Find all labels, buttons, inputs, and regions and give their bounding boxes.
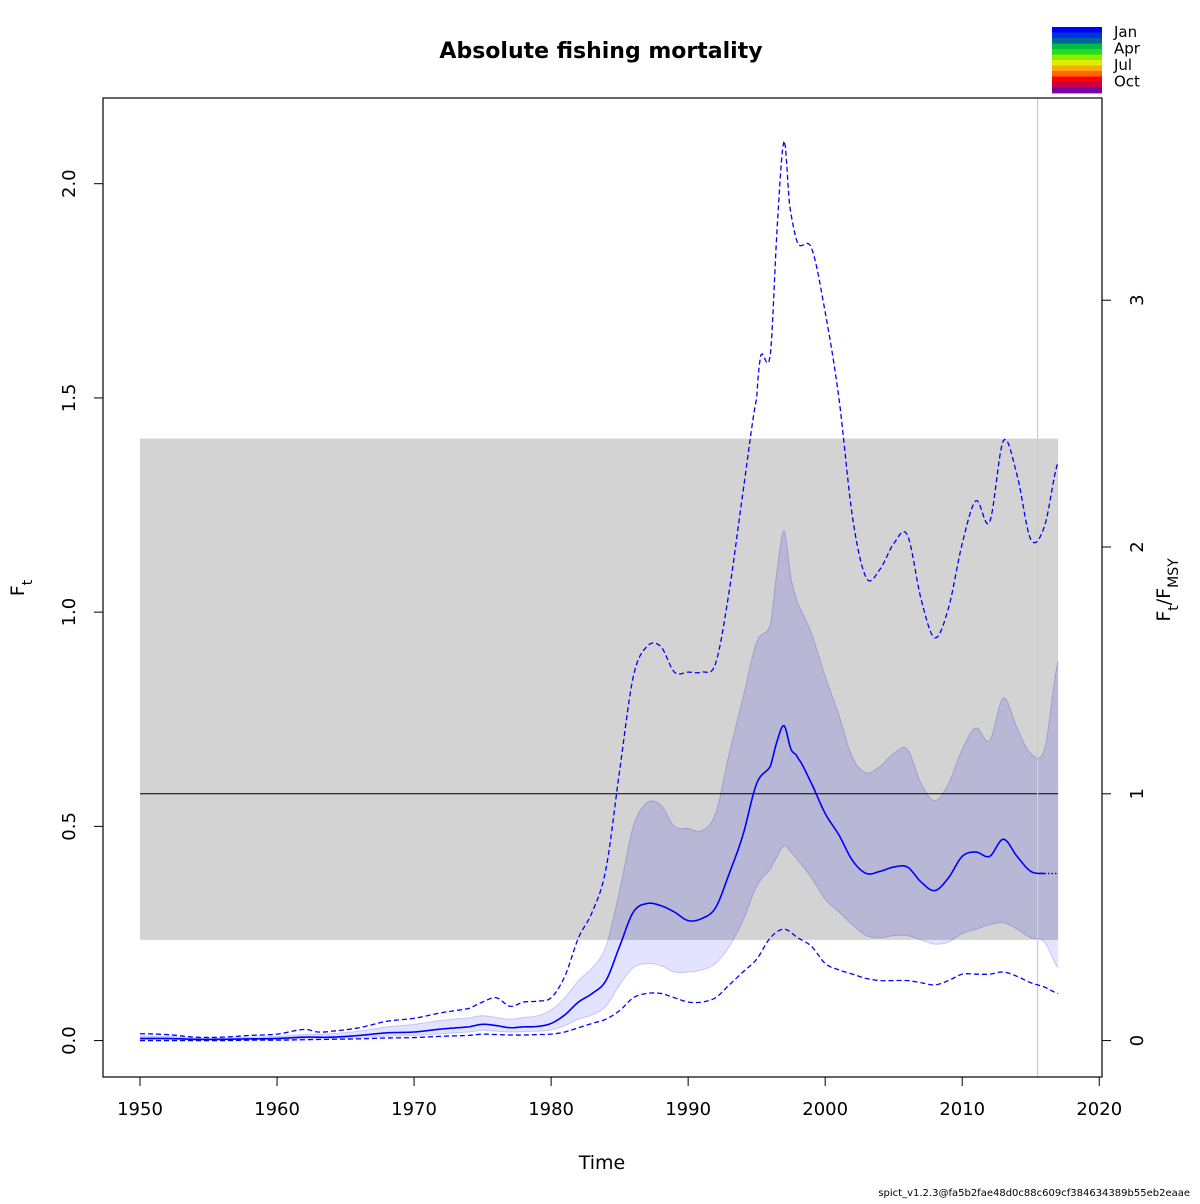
y-tick-label: 0.0 — [59, 1026, 80, 1055]
legend-label: Apr — [1114, 40, 1141, 58]
legend-swatch — [1052, 38, 1102, 44]
y-right-tick-label: 3 — [1127, 294, 1148, 305]
legend-swatch — [1052, 54, 1102, 61]
estimate-line — [140, 724, 1045, 1041]
x-axis-title: Time — [578, 1152, 626, 1174]
plot-layer — [139, 98, 1059, 1077]
y-axis-title-main: F — [7, 585, 29, 596]
legend-swatch — [1052, 71, 1102, 77]
y-tick-label: 1.5 — [59, 384, 80, 413]
legend-label: Jan — [1113, 23, 1137, 41]
ci-upper-edge — [140, 529, 1059, 1039]
ci-lower-edge — [139, 845, 1059, 1041]
legend-swatch — [1052, 27, 1102, 33]
x-tick-label: 1960 — [254, 1099, 300, 1120]
y-tick-label: 1.0 — [59, 598, 80, 627]
x-tick-label: 1980 — [528, 1099, 574, 1120]
y-axis: 0.0 0.5 1.0 1.5 2.0 — [59, 169, 104, 1055]
ci-band-over-fmsy — [607, 530, 1059, 940]
plot-marks — [139, 98, 1059, 1077]
x-tick-label: 1970 — [391, 1099, 437, 1120]
legend-swatch — [1052, 49, 1102, 55]
legend-swatch — [1052, 43, 1102, 50]
legend-label: Jul — [1113, 56, 1132, 74]
y-axis-right-title-sep: /F — [1153, 588, 1175, 605]
y-axis-right-title-main: F — [1153, 611, 1175, 622]
y-right-tick-label: 0 — [1127, 1035, 1148, 1046]
x-axis: 1950 1960 1970 1980 1990 2000 2010 2020 — [117, 1076, 1122, 1120]
x-tick-label: 2000 — [802, 1099, 848, 1120]
legend-swatch — [1052, 32, 1102, 39]
legend-swatch — [1052, 76, 1102, 83]
y-axis-title-sub: t — [20, 579, 36, 585]
y-tick-label: 0.5 — [59, 812, 80, 841]
outer-lower-line — [140, 928, 1059, 1042]
legend-swatch — [1052, 87, 1102, 94]
version-footer: spict_v1.2.3@fa5b2fae48d0c88c609cf384634… — [878, 1188, 1190, 1199]
legend-label: Oct — [1114, 73, 1140, 91]
outer-upper-line — [139, 140, 1059, 1039]
y-axis-right-title-sub: t — [1166, 605, 1182, 611]
legend-swatch — [1052, 60, 1102, 66]
x-tick-label: 2020 — [1076, 1099, 1122, 1120]
legend-swatch — [1052, 82, 1102, 88]
chart-title: Absolute fishing mortality — [439, 39, 762, 64]
y-axis-title: Ft — [7, 579, 36, 596]
y-axis-right: 0 1 2 3 — [1101, 294, 1148, 1046]
x-tick-label: 1950 — [117, 1099, 163, 1120]
y-axis-right-title-sub2: MSY — [1166, 558, 1182, 588]
y-right-tick-label: 2 — [1127, 541, 1148, 552]
y-tick-label: 2.0 — [59, 169, 80, 198]
x-tick-label: 2010 — [939, 1099, 985, 1120]
y-axis-right-title: Ft/FMSY — [1153, 558, 1182, 622]
y-right-tick-label: 1 — [1127, 788, 1148, 799]
legend-swatch — [1052, 65, 1102, 72]
x-tick-label: 1990 — [665, 1099, 711, 1120]
